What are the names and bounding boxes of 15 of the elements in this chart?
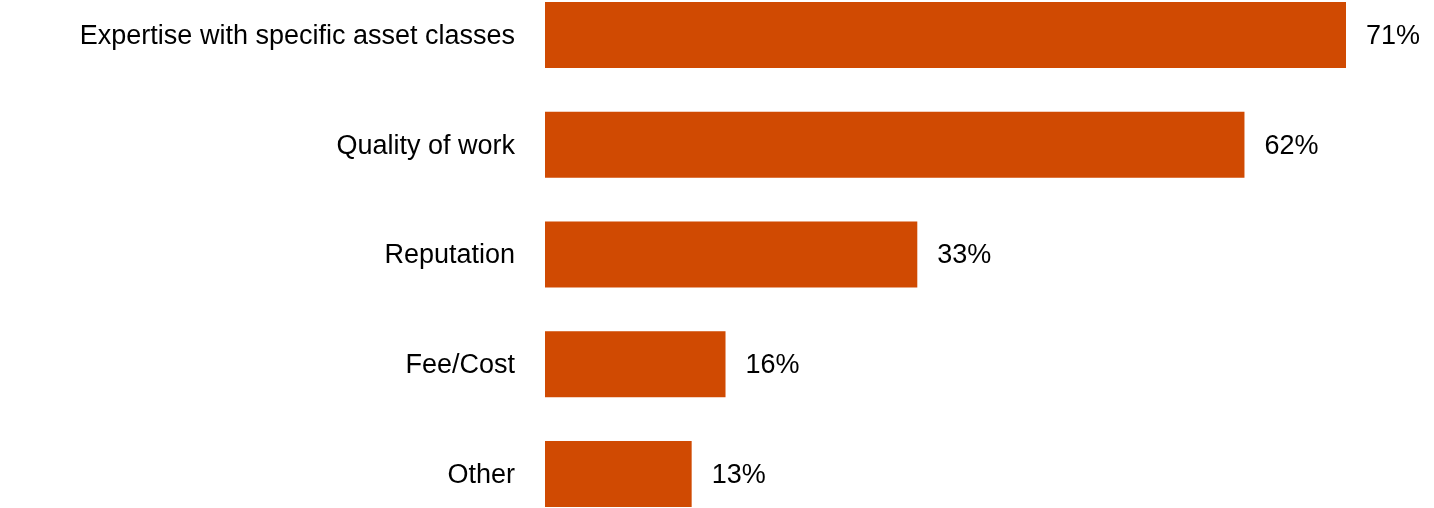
bar — [545, 440, 692, 507]
bar — [545, 331, 726, 398]
data-label: 13% — [711, 458, 766, 489]
data-label: 71% — [1366, 20, 1421, 50]
data-label: 33% — [937, 239, 992, 270]
data-label: 62% — [1264, 129, 1319, 160]
y-tick-label: Quality of work — [336, 129, 516, 160]
bar — [545, 111, 1245, 178]
data-label: 16% — [745, 349, 800, 380]
y-tick-label: Fee/Cost — [405, 349, 516, 380]
y-tick-label: Reputation — [384, 239, 515, 270]
bar — [545, 221, 918, 288]
bar — [545, 2, 1346, 68]
y-tick-label: Expertise with specific asset classes — [79, 20, 515, 50]
y-tick-label: Other — [447, 458, 515, 489]
